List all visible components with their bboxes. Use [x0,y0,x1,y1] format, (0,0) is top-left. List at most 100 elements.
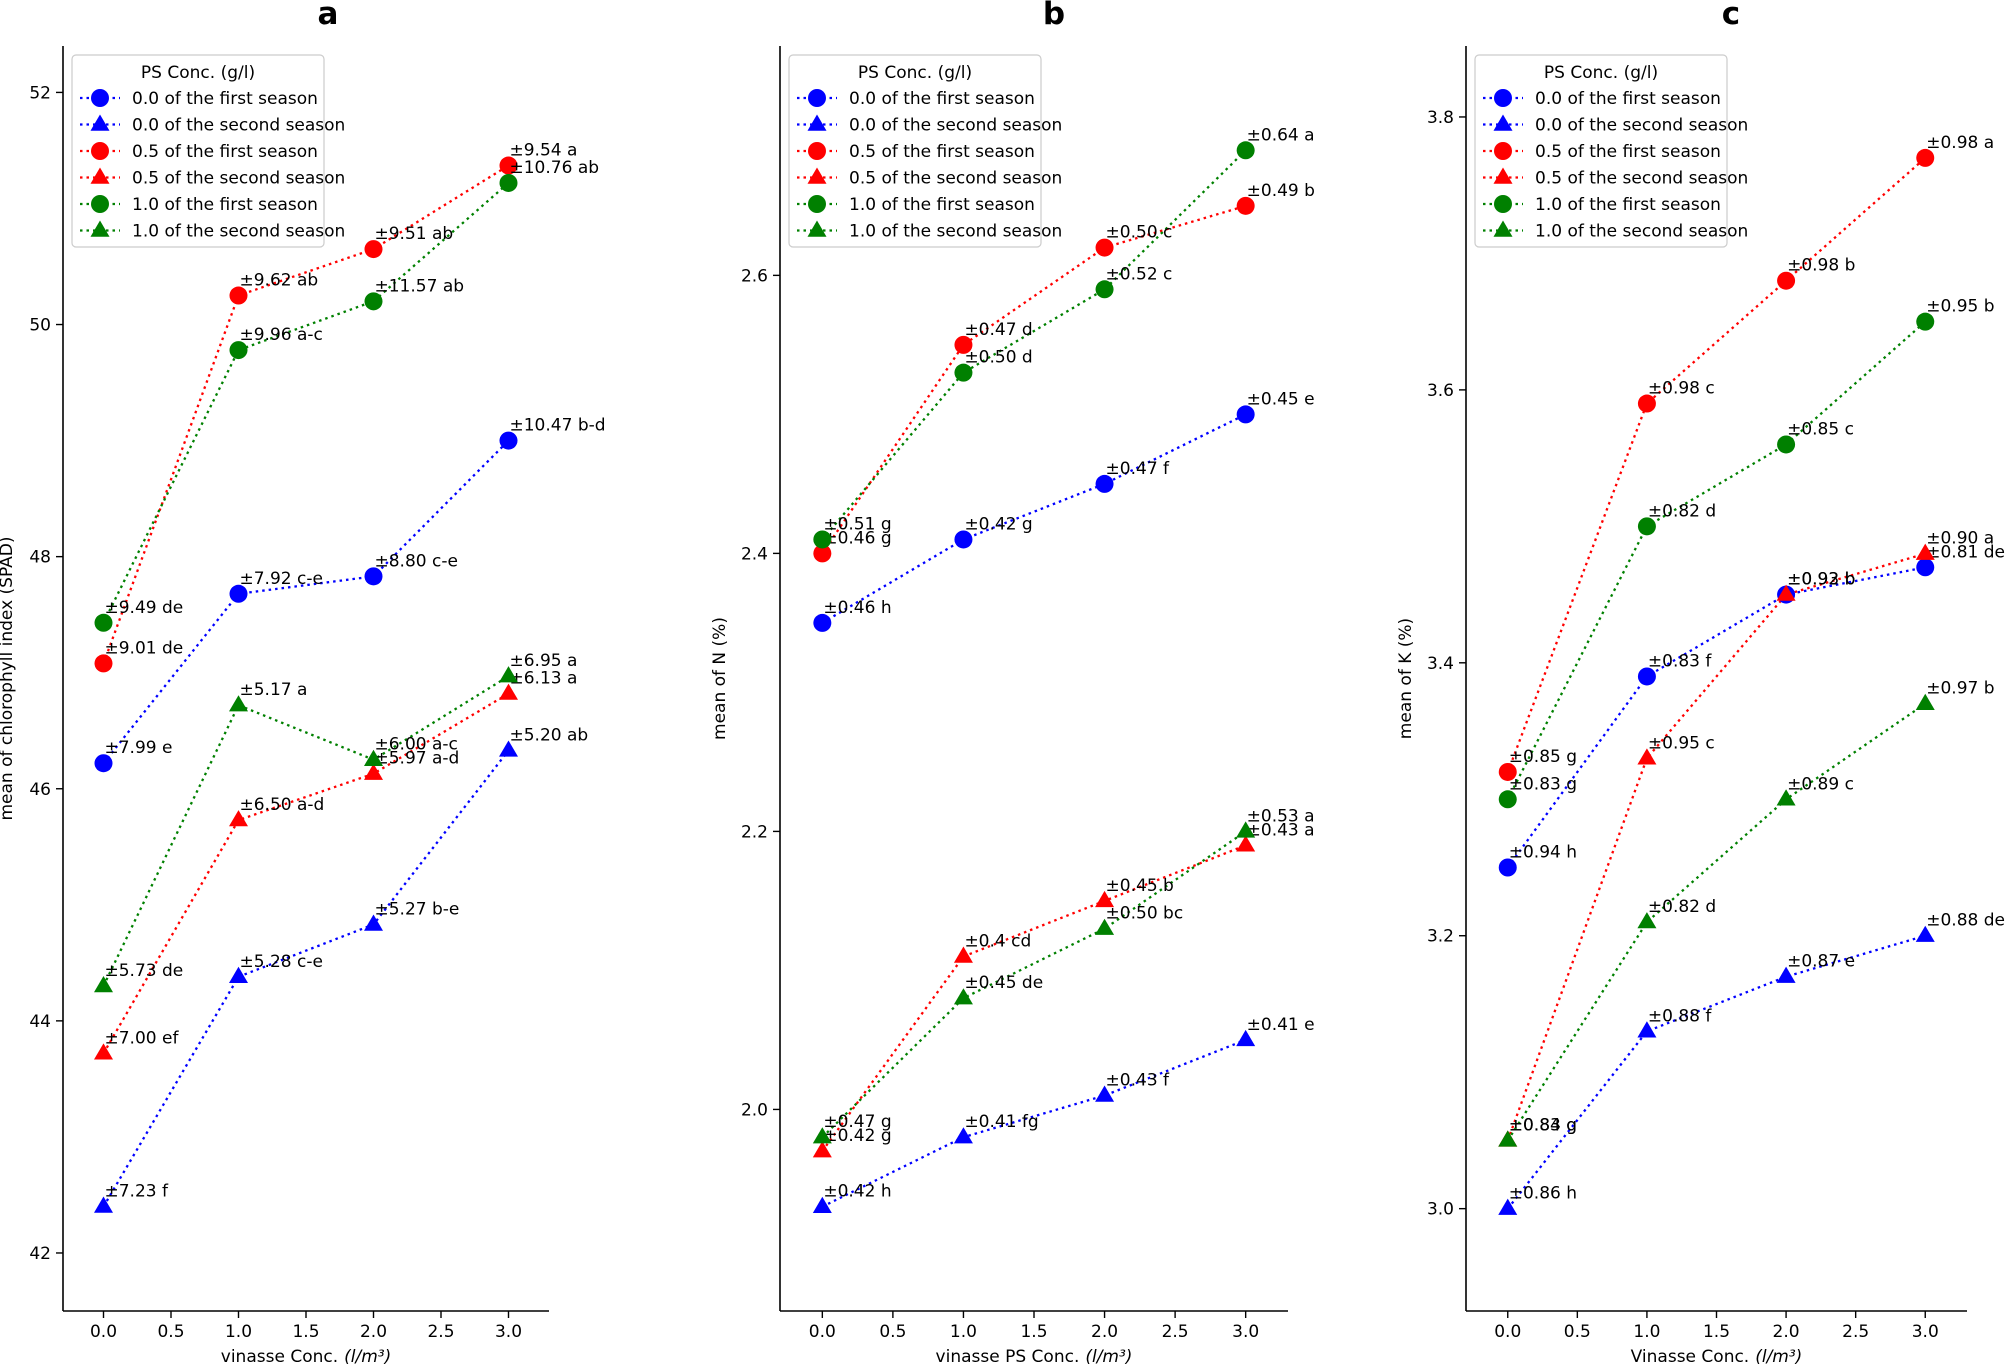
x-tick-label: 1.5 [1020,1322,1047,1342]
data-label: ±0.46 g [823,528,891,548]
panel-title: a [318,0,339,32]
data-label: ±0.84 g [1509,1115,1577,1135]
data-point [954,335,973,354]
series-line [821,204,1247,555]
y-tick-label: 2.2 [741,822,768,842]
data-label: ±0.41 e [1247,1015,1315,1035]
data-point [499,666,518,683]
data-label: ±0.92 b [1787,570,1855,590]
x-tick-label: 0.0 [1494,1322,1521,1342]
data-label: ±0.93 b [1787,570,1855,590]
data-label: ±0.45 b [1106,876,1174,896]
legend-entry: 0.0 of the first season [1535,89,1721,109]
data-label: ±0.98 b [1787,256,1855,276]
data-label: ±5.27 b-e [375,900,460,920]
x-tick-label: 0.0 [90,1322,117,1342]
data-label: ±0.51 g [823,514,891,534]
data-point [229,810,248,827]
legend-entry: 0.5 of the first season [132,142,318,162]
data-label: ±0.47 g [823,1112,891,1132]
data-point [1777,271,1796,290]
x-tick-label: 1.0 [225,1322,252,1342]
y-tick-label: 3.0 [1427,1200,1454,1220]
series-line [1506,320,1927,800]
legend-frame [788,54,1042,248]
x-tick-label: 2.0 [360,1322,387,1342]
data-point [1236,1029,1256,1047]
x-axis-label-text: vinasse Conc. [221,1347,338,1367]
data-label: ±0.50 d [964,348,1032,368]
data-point [812,1141,832,1158]
legend-entry: 1.0 of the first season [132,195,318,215]
data-label: ±7.99 e [105,738,173,758]
y-axis-label: mean of chlorophyll index (SPAD) [0,537,17,821]
x-tick-label: 2.5 [427,1322,454,1342]
data-label: ±6.13 a [510,669,578,689]
data-point [1915,693,1935,710]
data-label: ±0.86 h [1509,1184,1577,1204]
series-line [1506,157,1927,773]
data-point [94,1196,113,1213]
data-label: ±9.62 ab [240,271,319,291]
x-tick-label: 3.0 [495,1322,522,1342]
legend-entry: 0.5 of the first season [849,142,1035,162]
data-point [1637,394,1656,413]
y-tick-label: 2.0 [741,1100,768,1120]
legend-entry: 0.5 of the second season [849,169,1062,189]
x-axis-label: vinasse PS Conc. (l/m³) [936,1347,1133,1367]
data-point [364,749,383,766]
data-label: ±0.83 g [1509,1115,1577,1135]
legend-entry: 0.0 of the second season [849,116,1062,136]
x-axis-label: Vinasse Conc. (l/m³) [1631,1347,1803,1367]
data-point [1776,584,1796,601]
data-point [499,173,518,192]
y-tick-label: 52 [29,83,51,103]
data-point [812,1127,832,1144]
legend-entry: 0.0 of the second season [1535,116,1748,136]
data-point [499,683,518,700]
series-line [1506,934,1926,1210]
series-line [1506,552,1926,1141]
data-label: ±0.43 f [1106,1071,1170,1091]
data-label: ±0.50 c [1106,223,1173,243]
x-tick-label: 3.0 [1232,1322,1259,1342]
legend-title: PS Conc. (g/l) [858,63,972,83]
data-label: ±0.81 de [1926,542,2005,562]
x-tick-label: 1.5 [1703,1322,1730,1342]
data-point [364,914,383,931]
data-label: ±0.95 b [1926,297,1994,317]
data-point [1637,748,1657,765]
x-tick-label: 3.0 [1912,1322,1939,1342]
x-axis-label-unit: (l/m³) [1755,1347,1802,1367]
x-tick-label: 0.0 [809,1322,836,1342]
panel-c: c 0.0 0.5 1.0 1.5 2.0 2.5 3.0 3.0 3.2 3.4 3.6 3.8 Vin… [1396,0,2005,1367]
legend-marker [808,195,826,213]
legend-entry: 0.5 of the first season [1535,142,1721,162]
data-point [954,530,973,549]
data-point [94,976,113,993]
data-label: ±0.53 a [1247,806,1315,826]
legend-marker [90,167,110,184]
data-point [813,613,832,632]
data-label: ±0.42 h [823,1182,891,1202]
x-axis-label-unit: (l/m³) [1085,1347,1132,1367]
series-line [821,1038,1247,1208]
data-label: ±0.89 c [1787,774,1854,794]
data-point [953,988,973,1005]
series-line [821,844,1247,1152]
data-point [364,567,383,586]
legend-marker [1494,142,1512,160]
data-label: ±0.50 bc [1106,904,1184,924]
data-point [94,1043,113,1060]
data-label: ±9.96 a-c [240,325,323,345]
legend-entry: 1.0 of the first season [849,195,1035,215]
data-point [1498,1130,1518,1147]
data-point [364,292,383,311]
data-label: ±0.4 cd [964,932,1031,952]
data-point [1236,141,1255,160]
data-point [1498,858,1517,877]
data-label: ±0.45 de [964,973,1043,993]
data-label: ±0.47 d [964,320,1032,340]
data-point [364,763,383,780]
data-label: ±0.85 c [1787,419,1854,439]
